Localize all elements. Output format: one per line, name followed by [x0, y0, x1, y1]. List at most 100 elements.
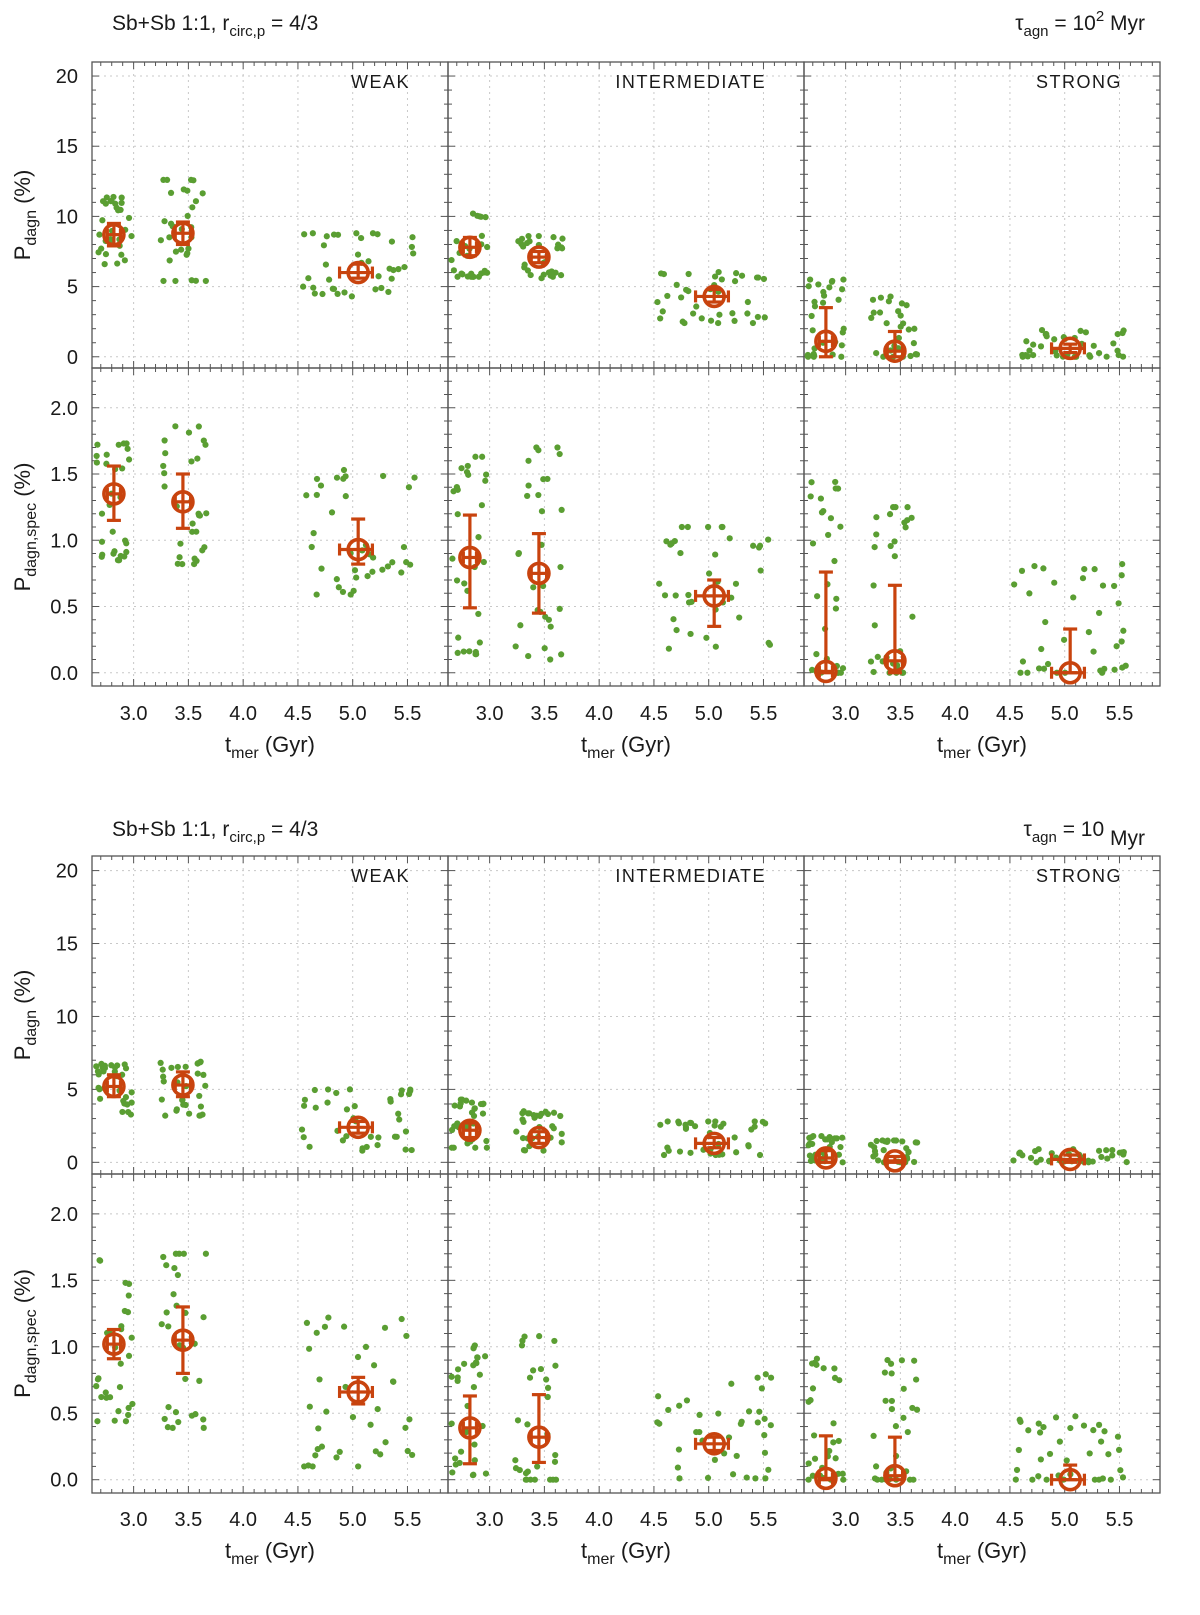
data-point [305, 275, 312, 282]
data-point [810, 1432, 818, 1439]
data-point [480, 558, 487, 566]
data-point [349, 1414, 357, 1421]
data-point [840, 276, 847, 283]
data-point [839, 665, 847, 672]
tau-value: = 10 [1057, 818, 1104, 841]
data-point [174, 1271, 181, 1279]
sim-group-3.45 [157, 1058, 209, 1119]
sim-group-2.82 [449, 453, 490, 658]
mean-marker [1058, 1147, 1082, 1172]
data-point [110, 193, 117, 201]
mean-marker [102, 482, 126, 506]
data-point [657, 1121, 664, 1128]
data-point [693, 1428, 700, 1436]
data-point [128, 1099, 135, 1106]
data-point [353, 230, 360, 237]
data-point [471, 1457, 478, 1464]
data-point [409, 1451, 416, 1459]
data-point [911, 1158, 918, 1166]
data-point [552, 1362, 559, 1369]
data-point [184, 250, 191, 257]
data-point [867, 658, 875, 665]
data-point [554, 444, 561, 451]
data-point [535, 447, 542, 454]
data-point [125, 214, 133, 222]
data-point [461, 580, 468, 587]
x-tick-label: 5.0 [695, 703, 723, 725]
x-tick-label: 5.0 [1051, 1509, 1079, 1531]
data-point [93, 452, 100, 460]
data-point [301, 231, 308, 238]
data-point [813, 1361, 820, 1368]
data-point [888, 1397, 895, 1405]
data-point [115, 1408, 122, 1415]
y-tick-label: 0.0 [50, 1470, 78, 1492]
data-point [748, 1126, 755, 1133]
data-point [682, 1125, 690, 1132]
data-point [1081, 566, 1088, 573]
data-point [1097, 667, 1104, 674]
panel-frame [803, 855, 1161, 1175]
data-point [339, 1137, 347, 1144]
data-point [831, 1374, 839, 1382]
data-point [827, 515, 835, 522]
sim-group-3.45 [513, 1108, 565, 1154]
data-point [326, 276, 333, 283]
data-point [125, 1280, 133, 1288]
data-point [172, 248, 180, 255]
data-point [832, 605, 840, 612]
data-point [870, 1432, 877, 1439]
data-point [125, 1411, 132, 1419]
data-point [316, 1376, 323, 1383]
data-point [809, 1385, 817, 1392]
x-tick-label: 5.5 [1106, 1509, 1134, 1531]
x-tick-label: 4.5 [284, 703, 312, 725]
data-point [540, 476, 547, 483]
data-point [197, 1112, 204, 1119]
data-point [334, 290, 341, 297]
sim-group-2.82 [805, 1355, 847, 1491]
data-point [871, 543, 878, 551]
data-point [470, 1362, 477, 1369]
data-point [514, 1417, 522, 1424]
data-point [688, 598, 695, 605]
data-point [471, 1441, 478, 1448]
data-point [761, 314, 768, 321]
strength-label-strong: STRONG [1036, 866, 1122, 886]
xlabel-rest: (Gyr) [259, 732, 315, 757]
data-point [533, 1112, 540, 1119]
data-point [690, 310, 697, 317]
data-point [483, 471, 490, 478]
data-point [103, 451, 110, 458]
tau-sub: agn [1024, 23, 1049, 40]
data-point [96, 231, 103, 238]
data-point [733, 1149, 740, 1156]
data-point [449, 1469, 456, 1476]
data-point [1101, 1428, 1108, 1435]
data-point [94, 1418, 101, 1425]
data-point [811, 1455, 819, 1462]
data-point [128, 1334, 135, 1341]
data-point [832, 1455, 839, 1462]
xlabel-main: t [937, 732, 943, 757]
y-tick-label: 1.0 [50, 530, 78, 552]
data-point [177, 540, 184, 547]
data-point [837, 523, 844, 530]
data-point [315, 1425, 322, 1432]
data-point [887, 1360, 895, 1367]
data-point [524, 267, 531, 274]
tau-sup: 2 [1096, 8, 1104, 25]
data-point [328, 509, 336, 516]
data-point [372, 286, 379, 293]
data-point [158, 1096, 165, 1103]
data-point [1070, 594, 1077, 601]
data-point [543, 1376, 550, 1383]
data-point [202, 277, 209, 285]
x-tick-label: 5.5 [750, 1509, 778, 1531]
panel-lower-weak [91, 367, 449, 687]
data-point [731, 278, 739, 285]
data-point [470, 1112, 478, 1120]
data-point [200, 1424, 207, 1431]
data-point [203, 510, 210, 517]
data-point [335, 584, 342, 591]
